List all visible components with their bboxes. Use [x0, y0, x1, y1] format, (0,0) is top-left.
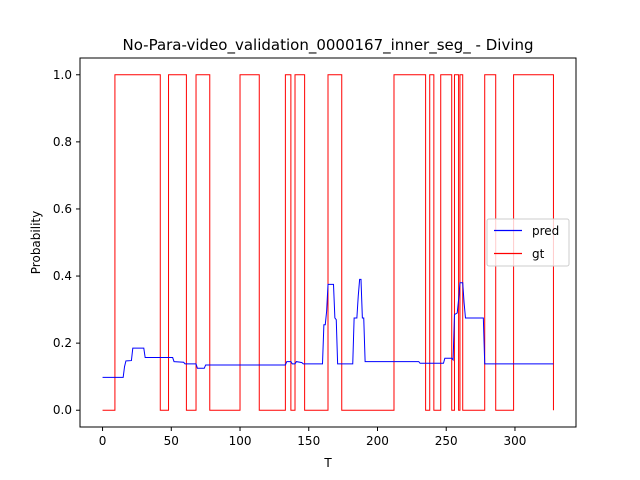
- x-tick-label: 50: [164, 434, 179, 448]
- chart-title: No-Para-video_validation_0000167_inner_s…: [122, 36, 533, 55]
- x-tick-label: 250: [435, 434, 458, 448]
- x-tick-label: 0: [99, 434, 107, 448]
- series-line-gt: [102, 74, 554, 411]
- y-tick-label: 0.8: [53, 135, 72, 149]
- plot-lines: [102, 74, 554, 411]
- legend: pred gt: [486, 218, 570, 267]
- x-tick-label: 300: [504, 434, 527, 448]
- legend-label-gt: gt: [532, 247, 545, 261]
- x-tick-label: 100: [229, 434, 252, 448]
- x-axis-label: T: [323, 456, 332, 470]
- y-tick-label: 1.0: [53, 68, 72, 82]
- y-tick-label: 0.4: [53, 269, 72, 283]
- y-tick-label: 0.0: [53, 403, 72, 417]
- y-tick-label: 0.2: [53, 336, 72, 350]
- x-axis-ticks: 0 50 100 150 200 250 300: [99, 427, 527, 448]
- legend-label-pred: pred: [532, 224, 559, 238]
- y-axis-ticks: 0.0 0.2 0.4 0.6 0.8 1.0: [53, 68, 80, 417]
- y-axis-label: Probability: [29, 211, 43, 274]
- x-tick-label: 150: [297, 434, 320, 448]
- y-tick-label: 0.6: [53, 202, 72, 216]
- x-tick-label: 200: [366, 434, 389, 448]
- series-line-pred: [102, 278, 554, 378]
- plot-frame: [79, 57, 577, 428]
